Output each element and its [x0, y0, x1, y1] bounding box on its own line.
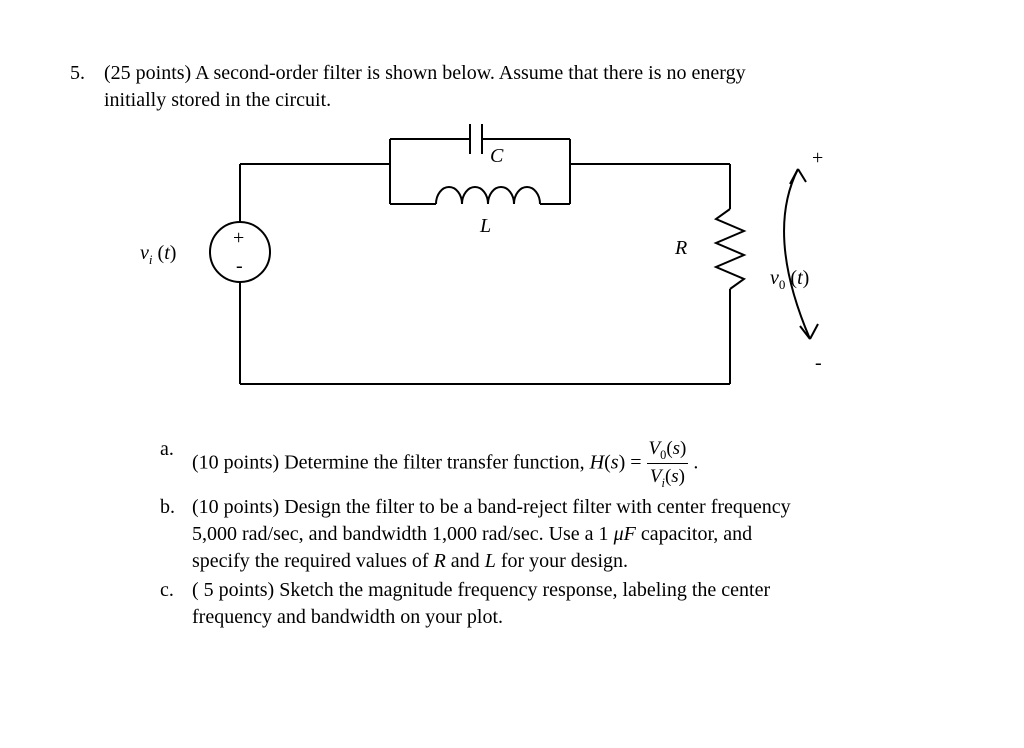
b-line2b: capacitor, and: [636, 523, 752, 545]
subparts: a. (10 points) Determine the filter tran…: [160, 436, 954, 631]
subpart-b-label: b.: [160, 494, 180, 575]
b-line1: (10 points) Design the filter to be a ba…: [192, 496, 791, 518]
a-text-before: (10 points) Determine the filter transfe…: [192, 452, 590, 474]
prompt-line-2: initially stored in the circuit.: [104, 89, 331, 111]
c-line1: ( 5 points) Sketch the magnitude frequen…: [192, 579, 770, 601]
source-plus: +: [233, 227, 244, 249]
label-vi: vi (t): [140, 242, 176, 267]
question-text: (25 points) A second-order filter is sho…: [104, 60, 746, 114]
label-C: C: [490, 145, 504, 167]
subpart-a-label: a.: [160, 436, 180, 492]
b-L: L: [485, 550, 496, 572]
circuit-diagram: C L R + - + - vi (t) v0 (t): [130, 124, 954, 424]
b-line3a: specify the required values of: [192, 550, 434, 572]
question-header: 5. (25 points) A second-order filter is …: [70, 60, 954, 114]
a-eq: =: [630, 452, 646, 474]
b-and: and: [446, 550, 485, 572]
circuit-svg: C L R + - + - vi (t) v0 (t): [130, 124, 870, 424]
subpart-b-body: (10 points) Design the filter to be a ba…: [192, 494, 791, 575]
a-s: (s): [604, 452, 625, 474]
question-number: 5.: [70, 60, 90, 114]
a-H: H: [590, 452, 604, 474]
b-line2a: 5,000 rad/sec, and bandwidth 1,000 rad/s…: [192, 523, 614, 545]
points-label: (25 points): [104, 62, 191, 84]
a-fraction: V0(s) Vi(s): [647, 436, 689, 492]
subpart-a: a. (10 points) Determine the filter tran…: [160, 436, 954, 492]
label-L: L: [479, 215, 491, 237]
b-R: R: [434, 550, 446, 572]
subpart-c-label: c.: [160, 577, 180, 631]
prompt-line-1: A second-order filter is shown below. As…: [195, 62, 745, 84]
b-unit: μF: [614, 523, 636, 545]
subpart-a-body: (10 points) Determine the filter transfe…: [192, 436, 698, 492]
source-minus: -: [236, 255, 243, 277]
c-line2: frequency and bandwidth on your plot.: [192, 606, 503, 628]
label-R: R: [674, 237, 687, 259]
subpart-b: b. (10 points) Design the filter to be a…: [160, 494, 954, 575]
subpart-c: c. ( 5 points) Sketch the magnitude freq…: [160, 577, 954, 631]
out-plus: +: [812, 147, 823, 169]
label-vo: v0 (t): [770, 267, 809, 292]
subpart-c-body: ( 5 points) Sketch the magnitude frequen…: [192, 577, 770, 631]
b-line3b: for your design.: [496, 550, 628, 572]
a-period: .: [693, 452, 698, 474]
out-minus: -: [815, 352, 822, 374]
